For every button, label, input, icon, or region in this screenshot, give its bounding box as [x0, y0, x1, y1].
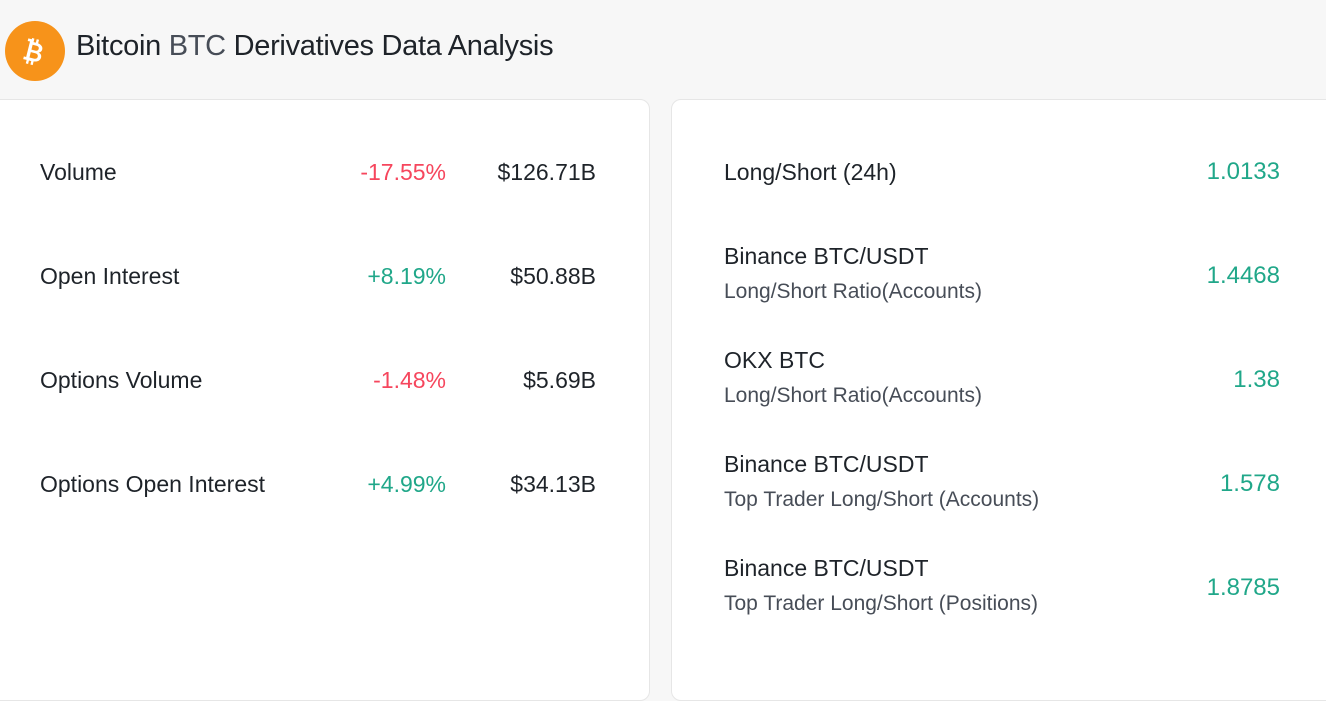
metric-change: +8.19%: [367, 263, 446, 289]
ratio-value: 1.4468: [1206, 262, 1280, 289]
ratio-row-binance-top-trader-positions[interactable]: Binance BTC/USDT Top Trader Long/Short (…: [672, 552, 1282, 622]
title-ticker: BTC: [168, 30, 226, 62]
page-header: Bitcoin BTC Derivatives Data Analysis: [0, 0, 1326, 99]
metric-value: $5.69B: [523, 367, 596, 393]
page-title: Bitcoin BTC Derivatives Data Analysis: [76, 30, 554, 63]
derivatives-metrics-card: Volume -17.55% $126.71B Open Interest +8…: [0, 99, 650, 701]
ratio-name: Binance BTC/USDT: [724, 243, 929, 269]
metric-label: Options Open Interest: [40, 471, 266, 497]
ratio-name: OKX BTC: [724, 347, 825, 373]
ratio-name: Long/Short (24h): [724, 159, 897, 185]
title-suffix: Derivatives Data Analysis: [233, 30, 554, 62]
ratio-value: 1.8785: [1206, 574, 1280, 601]
bitcoin-icon: [5, 21, 65, 81]
metric-row-open-interest[interactable]: Open Interest +8.19% $50.88B: [0, 256, 649, 296]
metric-change: -1.48%: [373, 367, 446, 393]
metric-row-options-open-interest[interactable]: Options Open Interest +4.99% $34.13B: [0, 464, 649, 504]
ratio-row-long-short-24h[interactable]: Long/Short (24h) 1.0133: [672, 156, 1282, 226]
title-prefix: Bitcoin: [76, 30, 161, 62]
metric-label: Open Interest: [40, 263, 180, 289]
ratio-subtitle: Long/Short Ratio(Accounts): [724, 280, 982, 303]
long-short-ratios-card: Long/Short (24h) 1.0133 Binance BTC/USDT…: [671, 99, 1326, 701]
ratio-row-binance-accounts[interactable]: Binance BTC/USDT Long/Short Ratio(Accoun…: [672, 240, 1282, 310]
ratio-row-okx-accounts[interactable]: OKX BTC Long/Short Ratio(Accounts) 1.38: [672, 344, 1282, 414]
ratio-value: 1.0133: [1206, 158, 1280, 185]
ratio-subtitle: Top Trader Long/Short (Positions): [724, 592, 1038, 615]
ratio-subtitle: Top Trader Long/Short (Accounts): [724, 488, 1040, 511]
metric-value: $34.13B: [510, 471, 596, 497]
metric-row-volume[interactable]: Volume -17.55% $126.71B: [0, 152, 649, 192]
ratio-row-binance-top-trader-accounts[interactable]: Binance BTC/USDT Top Trader Long/Short (…: [672, 448, 1282, 518]
metric-value: $126.71B: [497, 159, 596, 185]
metric-label: Options Volume: [40, 367, 203, 393]
metric-change: +4.99%: [367, 471, 446, 497]
ratio-subtitle: Long/Short Ratio(Accounts): [724, 384, 982, 407]
metric-value: $50.88B: [510, 263, 596, 289]
ratio-value: 1.578: [1219, 470, 1280, 497]
ratio-value: 1.38: [1233, 366, 1280, 393]
metric-change: -17.55%: [360, 159, 446, 185]
metric-label: Volume: [40, 159, 117, 185]
ratio-name: Binance BTC/USDT: [724, 451, 929, 477]
ratio-name: Binance BTC/USDT: [724, 555, 929, 581]
metric-row-options-volume[interactable]: Options Volume -1.48% $5.69B: [0, 360, 649, 400]
bitcoin-glyph-icon: [23, 38, 43, 66]
